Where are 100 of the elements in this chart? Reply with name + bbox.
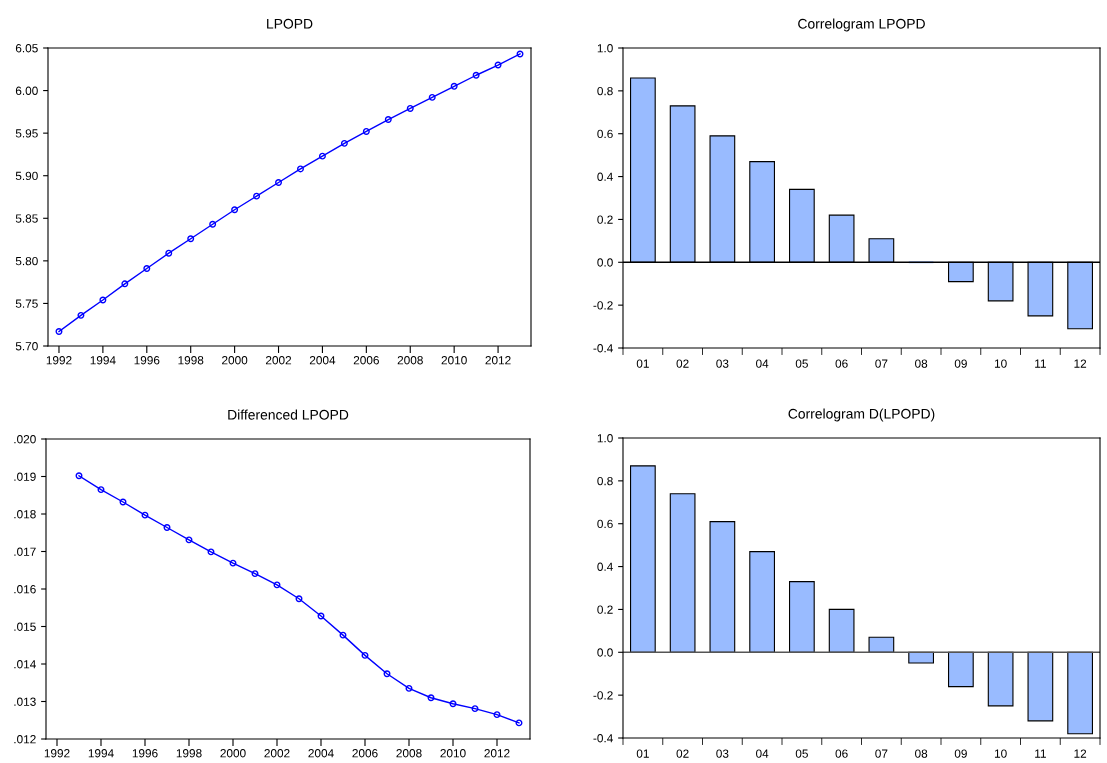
x-tick-label: 2012	[484, 749, 510, 758]
y-tick-label: 6.00	[15, 86, 38, 95]
point	[185, 536, 193, 544]
point	[209, 220, 217, 228]
point	[340, 139, 348, 147]
x-tick-label: 09	[954, 359, 967, 368]
x-tick-label: 02	[676, 359, 689, 368]
x-tick-label: 2010	[440, 749, 466, 758]
bar	[669, 493, 696, 653]
x-tick-label: 04	[756, 749, 769, 758]
bar	[1067, 651, 1094, 735]
x-tick-label: 2006	[353, 356, 379, 365]
y-tick-label: -0.4	[593, 344, 613, 353]
x-tick-label: 11	[1035, 359, 1046, 368]
x-tick-label: 02	[676, 749, 689, 758]
point	[253, 192, 261, 200]
point	[427, 694, 435, 702]
x-tick-label: 2002	[265, 356, 292, 365]
bar	[828, 608, 855, 653]
x-tick-label: 1992	[44, 749, 70, 758]
y-tick-label: 0.6	[597, 129, 613, 139]
point	[143, 265, 151, 272]
y-tick-label: .013	[14, 697, 36, 706]
y-tick-label: 0.4	[597, 562, 613, 571]
y-tick-label: 5.80	[15, 256, 38, 266]
bar	[749, 551, 776, 653]
point	[449, 700, 457, 708]
x-tick-label: 1992	[46, 356, 72, 365]
y-tick-label: 5.95	[15, 129, 38, 138]
x-tick-label: 06	[835, 359, 848, 368]
bar	[868, 636, 895, 653]
y-tick-label: .014	[14, 660, 36, 669]
x-tick-label: 07	[875, 359, 888, 368]
y-tick-label: 0.6	[597, 519, 613, 529]
x-tick-label: 2008	[396, 749, 422, 758]
y-tick-label: 0.2	[597, 215, 613, 224]
y-tick-label: .016	[14, 585, 36, 594]
point	[384, 116, 392, 123]
point	[471, 705, 479, 713]
x-tick-label: 1994	[90, 356, 116, 365]
y-tick-label: 5.75	[15, 299, 38, 308]
chart-title: Correlogram D(LPOPD)	[788, 408, 935, 422]
x-tick-label: 01	[636, 749, 649, 758]
point	[273, 581, 281, 589]
point	[121, 280, 129, 288]
x-tick-label: 07	[875, 749, 888, 758]
point	[406, 104, 414, 112]
x-tick-label: 09	[954, 749, 967, 758]
x-tick-label: 08	[915, 749, 928, 758]
line-series	[55, 50, 524, 335]
x-tick-label: 2000	[220, 749, 246, 758]
chart-title: LPOPD	[267, 18, 313, 29]
point	[251, 570, 259, 578]
y-tick-label: 6.05	[15, 44, 38, 53]
x-tick-label: 2002	[264, 749, 290, 758]
x-tick-label: 04	[756, 359, 769, 368]
x-tick-label: 1998	[178, 356, 204, 365]
point	[361, 651, 369, 659]
bar	[629, 465, 656, 653]
y-tick-label: 0.0	[597, 648, 613, 657]
y-tick-label: 1.0	[597, 44, 613, 53]
point	[165, 249, 173, 257]
x-tick-label: 2004	[309, 356, 336, 365]
y-tick-label: .019	[14, 472, 36, 481]
point	[77, 311, 85, 319]
x-tick-label: 2000	[222, 356, 248, 365]
y-tick-label: 0.4	[597, 172, 613, 181]
point	[428, 93, 436, 101]
y-tick-label: -0.4	[593, 734, 613, 743]
bar	[709, 521, 736, 653]
x-tick-label: 1994	[88, 749, 114, 758]
point	[318, 152, 326, 160]
y-tick-label: -0.2	[593, 301, 613, 310]
point	[383, 670, 391, 678]
bar	[788, 581, 815, 653]
x-tick-label: 2004	[308, 749, 334, 758]
point	[405, 684, 413, 692]
point	[450, 82, 458, 90]
point	[231, 206, 239, 214]
y-tick-label: .018	[14, 510, 36, 519]
point	[493, 711, 501, 719]
bar	[947, 651, 974, 688]
y-tick-label: .015	[14, 622, 36, 631]
x-tick-label: 10	[994, 359, 1007, 368]
x-tick-label: 11	[1035, 749, 1046, 758]
x-tick-label: 1998	[176, 749, 202, 758]
x-tick-label: 06	[835, 749, 848, 758]
y-tick-label: -0.2	[593, 691, 613, 700]
x-tick-label: 1996	[134, 356, 160, 365]
chart-title: Correlogram LPOPD	[798, 18, 925, 32]
x-tick-label: 08	[915, 359, 928, 368]
x-tick-label: 10	[994, 749, 1007, 758]
chart-title: Differenced LPOPD	[228, 409, 349, 420]
x-tick-label: 03	[716, 749, 729, 758]
y-tick-label: 0.8	[597, 476, 613, 486]
point	[187, 235, 195, 243]
point	[55, 328, 63, 335]
y-tick-label: 5.85	[15, 214, 38, 223]
y-tick-label: .012	[14, 735, 36, 744]
point	[515, 719, 523, 727]
